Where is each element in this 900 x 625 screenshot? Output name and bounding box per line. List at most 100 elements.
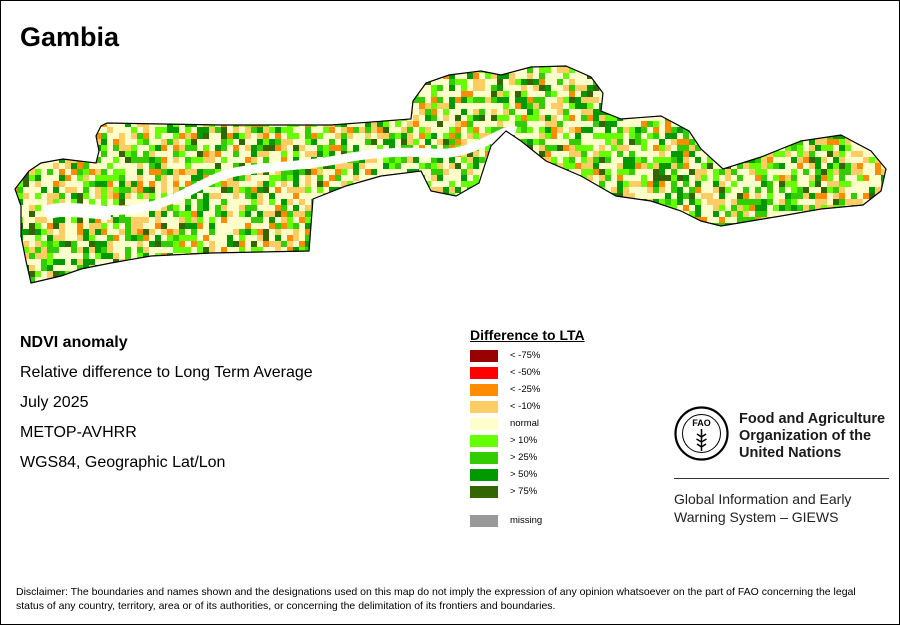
ndvi-cell	[419, 133, 425, 139]
ndvi-cell	[263, 271, 269, 277]
ndvi-cell	[455, 217, 461, 223]
ndvi-cell	[239, 211, 245, 217]
ndvi-cell	[557, 235, 563, 241]
ndvi-cell	[407, 157, 413, 163]
ndvi-cell	[713, 151, 719, 157]
ndvi-cell	[731, 277, 737, 283]
ndvi-cell	[461, 253, 467, 259]
ndvi-cell	[857, 199, 863, 205]
ndvi-cell	[185, 145, 191, 151]
ndvi-cell	[575, 193, 581, 199]
ndvi-cell	[695, 181, 701, 187]
ndvi-cell	[833, 181, 839, 187]
ndvi-cell	[383, 283, 389, 289]
ndvi-cell	[215, 163, 221, 169]
ndvi-cell	[581, 163, 587, 169]
ndvi-cell	[767, 229, 773, 235]
ndvi-cell	[191, 133, 197, 139]
ndvi-cell	[857, 91, 863, 97]
ndvi-cell	[683, 193, 689, 199]
ndvi-cell	[95, 103, 101, 109]
ndvi-cell	[425, 289, 431, 291]
ndvi-cell	[641, 175, 647, 181]
ndvi-cell	[107, 187, 113, 193]
ndvi-cell	[395, 253, 401, 259]
ndvi-cell	[689, 151, 695, 157]
ndvi-cell	[407, 277, 413, 283]
ndvi-cell	[257, 109, 263, 115]
ndvi-cell	[119, 181, 125, 187]
ndvi-cell	[659, 187, 665, 193]
ndvi-cell	[251, 97, 257, 103]
ndvi-cell	[593, 187, 599, 193]
ndvi-cell	[269, 193, 275, 199]
ndvi-cell	[371, 73, 377, 79]
ndvi-cell	[479, 229, 485, 235]
ndvi-cell	[323, 127, 329, 133]
ndvi-cell	[101, 115, 107, 121]
ndvi-cell	[251, 121, 257, 127]
ndvi-cell	[557, 163, 563, 169]
ndvi-cell	[677, 187, 683, 193]
ndvi-cell	[299, 259, 305, 265]
ndvi-cell	[209, 151, 215, 157]
ndvi-cell	[425, 235, 431, 241]
ndvi-cell	[617, 133, 623, 139]
ndvi-cell	[623, 205, 629, 211]
ndvi-cell	[125, 229, 131, 235]
ndvi-cell	[497, 115, 503, 121]
ndvi-cell	[413, 73, 419, 79]
ndvi-cell	[107, 85, 113, 91]
ndvi-cell	[533, 235, 539, 241]
ndvi-cell	[743, 241, 749, 247]
ndvi-cell	[179, 133, 185, 139]
ndvi-cell	[215, 289, 221, 291]
ndvi-cell	[305, 127, 311, 133]
ndvi-cell	[785, 145, 791, 151]
ndvi-cell	[407, 133, 413, 139]
ndvi-cell	[569, 145, 575, 151]
ndvi-cell	[149, 79, 155, 85]
ndvi-cell	[173, 157, 179, 163]
ndvi-cell	[281, 151, 287, 157]
ndvi-cell	[161, 169, 167, 175]
ndvi-cell	[629, 205, 635, 211]
ndvi-cell	[497, 121, 503, 127]
ndvi-cell	[473, 73, 479, 79]
ndvi-cell	[803, 67, 809, 73]
ndvi-cell	[15, 277, 17, 283]
ndvi-cell	[179, 277, 185, 283]
ndvi-cell	[515, 79, 521, 85]
ndvi-cell	[731, 121, 737, 127]
ndvi-cell	[335, 103, 341, 109]
ndvi-cell	[203, 66, 209, 67]
ndvi-cell	[53, 145, 59, 151]
ndvi-cell	[503, 73, 509, 79]
ndvi-cell	[53, 223, 59, 229]
ndvi-cell	[887, 211, 893, 217]
ndvi-cell	[683, 223, 689, 229]
ndvi-cell	[641, 235, 647, 241]
ndvi-cell	[599, 157, 605, 163]
ndvi-cell	[761, 145, 767, 151]
ndvi-cell	[521, 217, 527, 223]
ndvi-cell	[629, 85, 635, 91]
ndvi-cell	[473, 265, 479, 271]
ndvi-cell	[779, 139, 785, 145]
ndvi-cell	[257, 67, 263, 73]
ndvi-cell	[671, 223, 677, 229]
ndvi-cell	[869, 223, 875, 229]
ndvi-cell	[821, 223, 827, 229]
ndvi-cell	[77, 121, 83, 127]
ndvi-cell	[569, 115, 575, 121]
ndvi-cell	[713, 97, 719, 103]
ndvi-cell	[851, 91, 857, 97]
ndvi-cell	[683, 66, 689, 67]
ndvi-cell	[863, 271, 869, 277]
ndvi-cell	[779, 241, 785, 247]
ndvi-cell	[59, 199, 65, 205]
ndvi-cell	[137, 163, 143, 169]
ndvi-cell	[113, 103, 119, 109]
ndvi-cell	[29, 175, 35, 181]
ndvi-cell	[281, 283, 287, 289]
